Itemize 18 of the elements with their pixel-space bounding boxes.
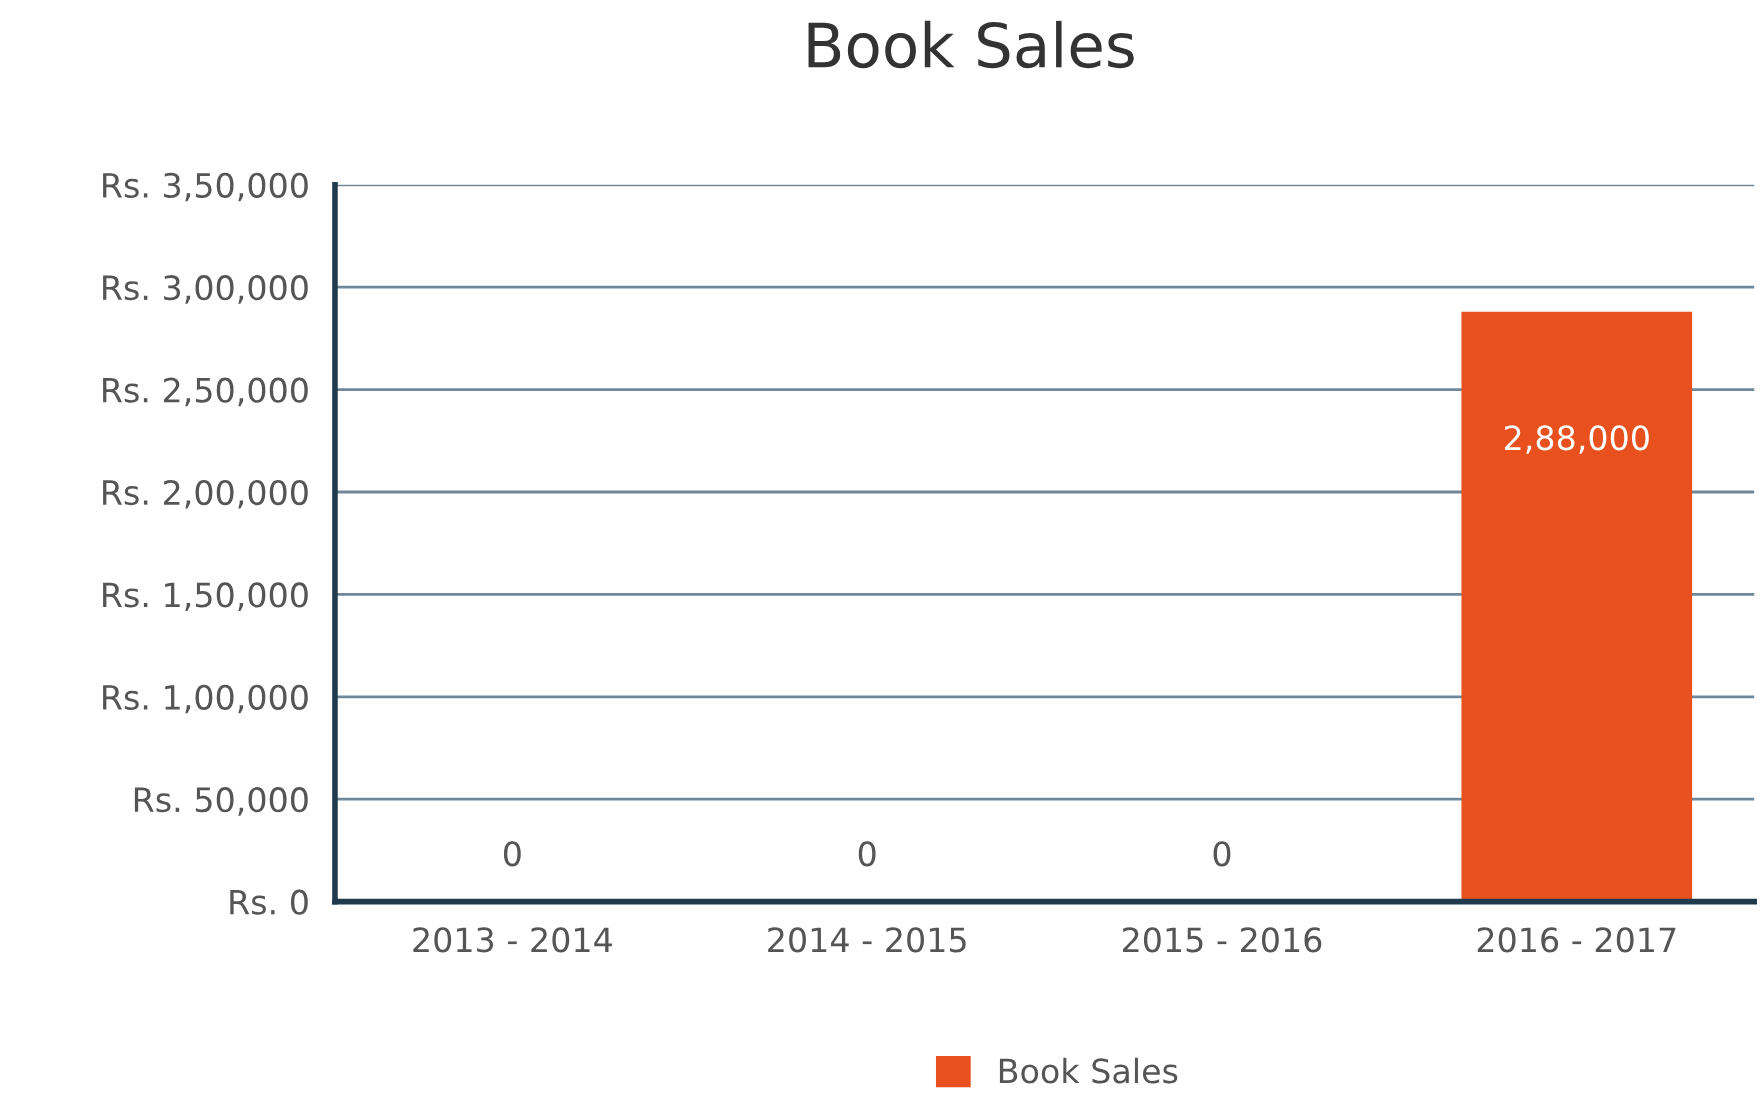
y-tick-label: Rs. 1,50,000 <box>103 582 308 611</box>
x-tick-label: 2015 - 2016 <box>1122 927 1322 953</box>
y-tick-label: Rs. 2,00,000 <box>103 479 308 509</box>
y-tick-label: Rs. 1,00,000 <box>103 684 308 714</box>
x-tick-label: 2014 - 2015 <box>768 927 966 953</box>
data-label: 0 <box>858 841 876 867</box>
data-label: 0 <box>503 841 521 867</box>
data-label: 2,88,000 <box>1505 425 1649 454</box>
legend-label: Book Sales <box>999 1057 1178 1084</box>
x-tick-label: 2013 - 2014 <box>413 927 612 953</box>
x-tick-label: 2016 - 2017 <box>1477 927 1676 953</box>
y-tick-label: Rs. 3,50,000 <box>103 172 308 202</box>
y-tick-label: Rs. 0 <box>230 889 308 915</box>
data-label: 0 <box>1213 841 1231 867</box>
y-tick-label: Rs. 3,00,000 <box>103 275 308 304</box>
chart-title: Book Sales <box>808 20 1134 69</box>
y-tick-label: Rs. 2,50,000 <box>103 377 308 407</box>
y-tick-label: Rs. 50,000 <box>134 787 308 816</box>
